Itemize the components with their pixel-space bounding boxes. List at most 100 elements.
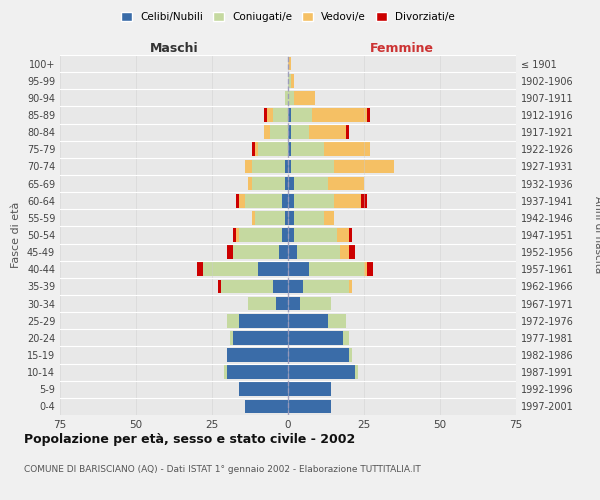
Bar [297,246,340,259]
Bar [346,126,349,139]
Bar [288,142,291,156]
Bar [203,262,257,276]
Bar [288,176,294,190]
Bar [251,211,254,224]
Bar [239,382,288,396]
Bar [227,246,233,259]
Bar [288,211,294,224]
Bar [288,74,291,88]
Bar [273,108,288,122]
Text: Femmine: Femmine [370,42,434,55]
Bar [291,108,313,122]
Bar [251,142,254,156]
Bar [288,262,309,276]
Bar [313,108,367,122]
Bar [337,228,349,242]
Bar [276,296,288,310]
Bar [285,176,288,190]
Bar [288,331,343,344]
Bar [288,348,349,362]
Bar [236,228,239,242]
Bar [254,142,257,156]
Bar [221,280,273,293]
Bar [288,194,294,207]
Legend: Celibi/Nubili, Coniugati/e, Vedovi/e, Divorziati/e: Celibi/Nubili, Coniugati/e, Vedovi/e, Di… [117,8,459,26]
Bar [288,228,294,242]
Bar [349,348,352,362]
Bar [349,246,355,259]
Bar [361,194,367,207]
Bar [254,211,285,224]
Bar [251,176,285,190]
Bar [291,142,325,156]
Bar [218,280,221,293]
Bar [285,160,288,173]
Bar [239,194,245,207]
Bar [288,246,297,259]
Bar [288,296,300,310]
Bar [325,142,370,156]
Y-axis label: Anni di nascita: Anni di nascita [593,196,600,274]
Bar [328,176,364,190]
Bar [325,211,334,224]
Bar [288,382,331,396]
Bar [257,142,288,156]
Bar [282,194,288,207]
Bar [328,314,346,328]
Bar [300,296,331,310]
Bar [233,331,288,344]
Bar [248,176,251,190]
Bar [355,366,358,379]
Bar [245,400,288,413]
Bar [279,246,288,259]
Bar [248,296,276,310]
Bar [288,314,328,328]
Bar [285,91,288,104]
Bar [236,194,239,207]
Bar [267,108,273,122]
Bar [239,228,282,242]
Bar [294,194,334,207]
Bar [263,108,267,122]
Bar [291,74,294,88]
Bar [294,91,316,104]
Bar [285,211,288,224]
Bar [309,126,346,139]
Bar [288,366,355,379]
Bar [197,262,203,276]
Bar [334,194,361,207]
Bar [227,366,288,379]
Bar [288,91,294,104]
Bar [282,228,288,242]
Bar [273,280,288,293]
Bar [367,262,373,276]
Bar [294,211,325,224]
Bar [233,228,236,242]
Bar [239,314,288,328]
Bar [233,246,279,259]
Bar [288,126,291,139]
Bar [224,366,227,379]
Bar [294,228,337,242]
Bar [230,331,233,344]
Text: Maschi: Maschi [149,42,199,55]
Bar [245,194,282,207]
Bar [349,228,352,242]
Bar [340,246,349,259]
Bar [303,280,349,293]
Y-axis label: Fasce di età: Fasce di età [11,202,21,268]
Text: Popolazione per età, sesso e stato civile - 2002: Popolazione per età, sesso e stato civil… [24,432,355,446]
Bar [291,126,309,139]
Bar [367,108,370,122]
Bar [288,400,331,413]
Bar [245,160,251,173]
Bar [263,126,270,139]
Bar [288,280,303,293]
Bar [364,262,367,276]
Bar [294,176,328,190]
Bar [343,331,349,344]
Bar [291,160,334,173]
Bar [270,126,288,139]
Bar [257,262,288,276]
Bar [227,348,288,362]
